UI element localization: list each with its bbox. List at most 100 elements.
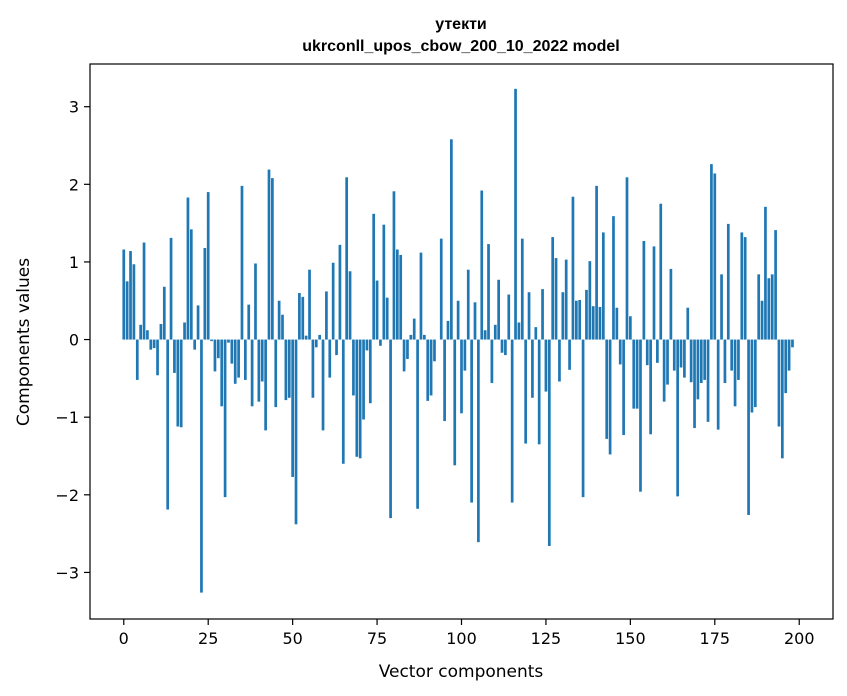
bar: [375, 280, 379, 340]
chart-title: утекти: [435, 16, 487, 33]
bar: [534, 327, 538, 340]
bar: [206, 192, 210, 340]
bar: [277, 300, 281, 340]
bar: [764, 206, 767, 340]
bar: [514, 88, 517, 340]
bar: [318, 334, 321, 340]
bar: [304, 335, 308, 340]
bar: [267, 169, 271, 340]
y-tick-label: −1: [55, 408, 79, 427]
bar: [301, 296, 305, 340]
bar: [683, 339, 686, 378]
bar: [321, 339, 325, 431]
bar: [362, 339, 365, 420]
bar: [612, 216, 615, 340]
bar: [490, 339, 494, 384]
bar: [753, 339, 757, 408]
x-axis-label: Vector components: [379, 662, 544, 682]
bar: [561, 292, 565, 340]
bar: [689, 339, 693, 383]
bar: [183, 322, 186, 340]
bar: [395, 249, 399, 340]
bar: [311, 339, 315, 398]
bar: [260, 339, 264, 382]
bar: [129, 251, 132, 340]
bar: [189, 229, 193, 340]
bar: [335, 339, 338, 356]
bar: [281, 314, 284, 340]
bar: [757, 274, 761, 340]
bar: [423, 334, 426, 340]
bar: [517, 322, 521, 340]
bar: [500, 339, 504, 353]
bar: [365, 339, 369, 351]
x-tick-label: 75: [367, 629, 387, 648]
x-tick-label: 50: [282, 629, 302, 648]
bar: [710, 164, 713, 340]
x-tick-label: 200: [784, 629, 815, 648]
bar: [747, 339, 750, 515]
bar: [774, 230, 777, 340]
bar: [487, 244, 490, 340]
bar: [662, 339, 666, 402]
bar: [642, 240, 646, 340]
bar: [720, 274, 723, 340]
bar: [149, 339, 153, 350]
bar: [298, 292, 301, 340]
bar: [723, 339, 727, 384]
bar: [237, 339, 240, 378]
bar: [216, 339, 220, 359]
bar: [240, 185, 244, 340]
bar: [524, 339, 528, 444]
bar: [676, 339, 679, 497]
bar: [473, 302, 477, 340]
bar: [142, 242, 146, 340]
bar: [480, 190, 484, 340]
bar: [146, 330, 149, 340]
bar: [703, 339, 707, 380]
bar: [510, 339, 514, 503]
bar: [460, 339, 463, 414]
bar: [777, 339, 781, 427]
bar: [331, 262, 335, 340]
bar: [166, 339, 170, 510]
bar: [696, 339, 700, 400]
bar: [456, 300, 460, 340]
bar: [537, 339, 541, 445]
bar: [541, 289, 544, 340]
bar: [450, 139, 453, 340]
bar: [716, 339, 720, 430]
bar: [379, 339, 382, 346]
bar: [581, 339, 585, 498]
bar: [152, 339, 156, 349]
bar: [308, 269, 311, 340]
bar: [477, 339, 480, 543]
bar: [453, 339, 457, 466]
bar: [595, 185, 598, 340]
bar: [780, 339, 784, 459]
x-tick-label: 125: [531, 629, 562, 648]
y-tick-label: 3: [69, 98, 79, 117]
bar: [493, 324, 497, 340]
bar: [770, 274, 774, 340]
bar: [554, 258, 558, 340]
bar: [652, 246, 656, 340]
bar: [632, 339, 636, 409]
bar: [193, 339, 197, 350]
bar: [389, 339, 392, 519]
bar: [740, 232, 744, 340]
bar: [605, 339, 609, 439]
bar: [173, 339, 176, 373]
bar: [250, 339, 254, 407]
bar: [399, 254, 403, 340]
bar: [135, 339, 139, 380]
bar: [568, 339, 571, 370]
bar: [558, 339, 561, 382]
bar: [355, 339, 359, 457]
bar: [274, 339, 278, 408]
x-tick-label: 0: [119, 629, 129, 648]
bar: [615, 307, 619, 340]
bar: [200, 339, 203, 593]
y-axis-ticks: −3 −2 −1 0 1 2 3: [55, 98, 90, 582]
chart-subtitle: ukrconll_upos_cbow_200_10_2022 model: [302, 38, 619, 55]
